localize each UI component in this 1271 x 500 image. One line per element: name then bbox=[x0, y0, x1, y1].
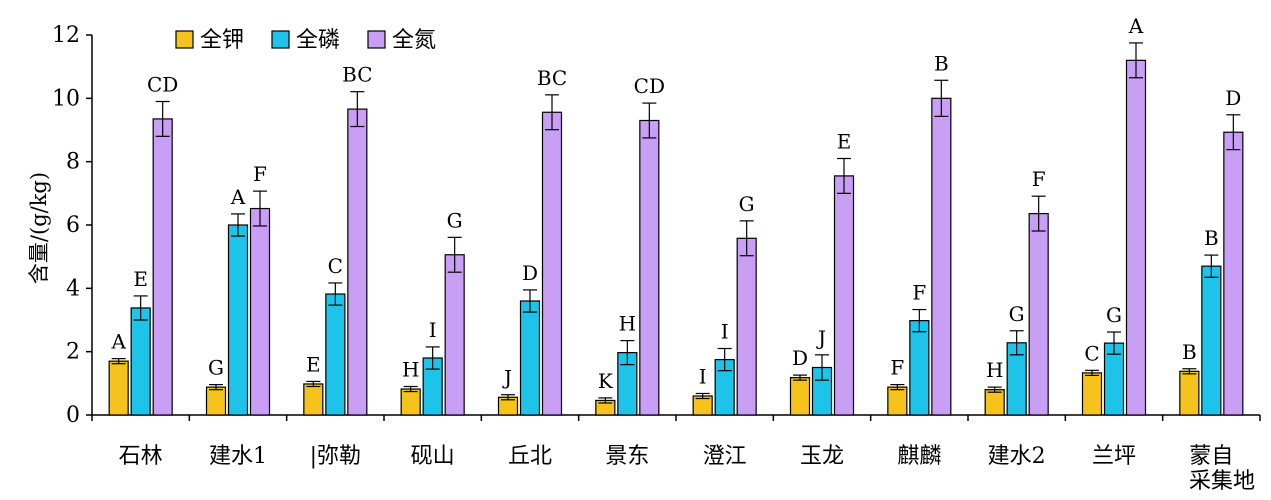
significance-label: F bbox=[912, 281, 926, 305]
significance-label: C bbox=[328, 254, 343, 278]
bar bbox=[108, 360, 129, 416]
significance-label: G bbox=[208, 356, 224, 380]
significance-label: B bbox=[1182, 340, 1197, 364]
significance-label: D bbox=[792, 346, 808, 370]
bar bbox=[833, 175, 855, 416]
bar bbox=[249, 207, 271, 416]
x-category-label: 景东 bbox=[605, 444, 649, 469]
legend-label: 全钾 bbox=[200, 28, 244, 53]
bar bbox=[1125, 59, 1147, 416]
significance-label: B bbox=[934, 51, 949, 75]
y-tick-label: 8 bbox=[66, 150, 80, 175]
x-category-label: 麒麟 bbox=[897, 444, 941, 469]
legend-label: 全磷 bbox=[296, 28, 340, 53]
significance-label: A bbox=[1128, 14, 1144, 38]
x-category-label: 石林 bbox=[119, 444, 163, 469]
bar bbox=[130, 307, 151, 416]
legend-label: 全氮 bbox=[392, 28, 436, 53]
x-category-label: 澄江 bbox=[703, 444, 747, 469]
bar bbox=[519, 300, 541, 416]
y-axis-title: 含量/(g/kg) bbox=[27, 172, 51, 284]
bar bbox=[1028, 213, 1049, 416]
significance-label: G bbox=[739, 192, 755, 216]
bar bbox=[1201, 265, 1222, 416]
significance-label: H bbox=[619, 312, 636, 336]
bar bbox=[152, 118, 173, 416]
significance-label: K bbox=[598, 369, 614, 393]
bar bbox=[789, 377, 811, 416]
significance-label: F bbox=[890, 356, 904, 380]
y-tick-label: 4 bbox=[66, 276, 80, 301]
significance-label: D bbox=[1225, 86, 1241, 110]
bar bbox=[303, 383, 324, 416]
bar bbox=[931, 97, 952, 416]
bar bbox=[1081, 372, 1103, 416]
significance-label: C bbox=[1084, 341, 1099, 365]
x-category-label: 砚山 bbox=[411, 444, 455, 469]
bar bbox=[325, 293, 346, 416]
significance-label: G bbox=[447, 208, 463, 232]
significance-label: E bbox=[837, 130, 852, 154]
y-tick-label: 2 bbox=[66, 340, 80, 365]
bar bbox=[736, 237, 757, 416]
significance-label: I bbox=[429, 318, 437, 342]
significance-label: BC bbox=[537, 66, 567, 90]
y-tick-label: 12 bbox=[52, 23, 80, 48]
bar bbox=[1223, 131, 1244, 416]
bar bbox=[909, 320, 930, 416]
bar bbox=[444, 254, 465, 416]
y-tick-label: 0 bbox=[66, 403, 80, 428]
y-tick-label: 6 bbox=[66, 213, 80, 238]
bar bbox=[400, 388, 421, 416]
significance-label: J bbox=[502, 366, 512, 390]
x-category-label: |弥勒 bbox=[310, 444, 361, 469]
significance-label: I bbox=[699, 364, 707, 388]
significance-label: BC bbox=[342, 63, 372, 87]
significance-label: I bbox=[721, 320, 729, 344]
bar bbox=[541, 111, 563, 416]
x-axis-title: 采集地 bbox=[1189, 469, 1255, 494]
axes: 0 2 4 6 8 10 12 石林 建水1 |弥勒 砚山 丘北 景东 澄江 玉龙 麒麟 建水2 兰坪 蒙自 bbox=[52, 23, 1261, 469]
significance-label: B bbox=[1204, 226, 1219, 250]
significance-label: G bbox=[1009, 302, 1025, 326]
significance-label: H bbox=[986, 358, 1003, 382]
bar bbox=[984, 389, 1005, 416]
significance-label: F bbox=[253, 162, 267, 186]
x-category-label: 丘北 bbox=[508, 444, 552, 469]
significance-label: A bbox=[230, 185, 246, 209]
significance-label: J bbox=[816, 326, 826, 350]
y-tick-label: 10 bbox=[52, 86, 80, 111]
bar bbox=[887, 386, 908, 416]
bar bbox=[347, 108, 368, 416]
bar bbox=[227, 224, 249, 416]
significance-label: H bbox=[402, 358, 419, 382]
significance-label: D bbox=[522, 261, 538, 285]
x-category-label: 兰坪 bbox=[1092, 444, 1136, 469]
legend-swatch bbox=[367, 30, 386, 49]
legend: 全钾 全磷 全氮 bbox=[175, 28, 436, 53]
legend-swatch bbox=[175, 30, 194, 49]
x-category-label: 蒙自 bbox=[1189, 444, 1233, 469]
x-category-label: 建水2 bbox=[988, 444, 1046, 469]
significance-label: CD bbox=[634, 74, 665, 98]
significance-label: F bbox=[1032, 167, 1046, 191]
significance-label: CD bbox=[147, 73, 178, 97]
x-category-label: 建水1 bbox=[209, 444, 267, 469]
bar bbox=[1179, 370, 1200, 416]
significance-label: E bbox=[133, 267, 148, 291]
bar bbox=[639, 119, 660, 416]
significance-label: G bbox=[1106, 303, 1122, 327]
x-category-label: 玉龙 bbox=[800, 444, 844, 469]
legend-swatch bbox=[271, 30, 290, 49]
significance-label: A bbox=[110, 330, 126, 354]
bar bbox=[205, 386, 227, 416]
significance-label: E bbox=[306, 352, 321, 376]
